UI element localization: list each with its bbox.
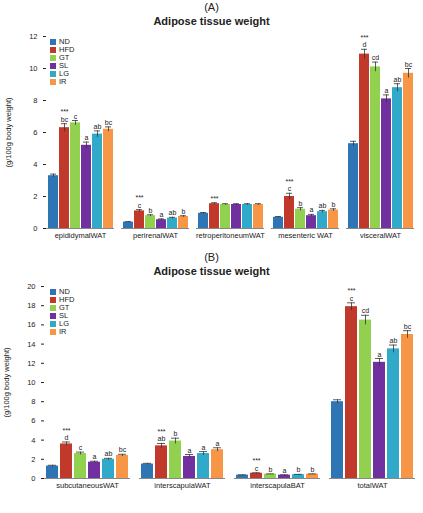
html-text:(B): (B) bbox=[204, 251, 219, 263]
html-text:HFD: HFD bbox=[59, 45, 75, 54]
svg-text:(g/100g body weight): (g/100g body weight) bbox=[2, 347, 11, 418]
svg-text:c: c bbox=[79, 444, 83, 451]
svg-text:retroperitoneumWAT: retroperitoneumWAT bbox=[196, 231, 265, 240]
html-text:(A): (A) bbox=[204, 1, 219, 13]
html-text:Adipose tissue weight: Adipose tissue weight bbox=[153, 15, 270, 27]
svg-text:***c: ***c bbox=[252, 457, 260, 471]
svg-text:a: a bbox=[202, 444, 206, 451]
svg-text:interscapulaBAT: interscapulaBAT bbox=[250, 481, 305, 490]
html-text:GT: GT bbox=[59, 303, 70, 312]
svg-text:bc: bc bbox=[405, 61, 413, 68]
svg-text:ab: ab bbox=[94, 123, 102, 130]
svg-text:bc: bc bbox=[105, 119, 113, 126]
svg-text:epididymalWAT: epididymalWAT bbox=[55, 231, 107, 240]
svg-text:4: 4 bbox=[33, 160, 37, 169]
html-text:HFD: HFD bbox=[59, 295, 75, 304]
svg-text:6: 6 bbox=[33, 128, 37, 137]
svg-text:a: a bbox=[385, 87, 389, 94]
svg-text:(g/100g body weight): (g/100g body weight) bbox=[4, 97, 13, 168]
svg-text:2: 2 bbox=[31, 455, 35, 464]
svg-text:c: c bbox=[74, 113, 78, 120]
svg-text:ab: ab bbox=[319, 202, 327, 209]
svg-text:2: 2 bbox=[33, 192, 37, 201]
html-text:Adipose tissue weight: Adipose tissue weight bbox=[153, 265, 270, 277]
svg-text:cd: cd bbox=[362, 307, 370, 314]
svg-text:b: b bbox=[297, 466, 301, 473]
svg-text:b: b bbox=[182, 208, 186, 215]
svg-text:a: a bbox=[310, 206, 314, 213]
svg-text:8: 8 bbox=[33, 96, 37, 105]
svg-text:8: 8 bbox=[31, 397, 35, 406]
svg-text:10: 10 bbox=[29, 64, 37, 73]
svg-text:subcutaneousWAT: subcutaneousWAT bbox=[56, 481, 119, 490]
svg-text:0: 0 bbox=[33, 224, 37, 233]
svg-text:6: 6 bbox=[31, 416, 35, 425]
svg-text:***d: ***d bbox=[62, 427, 70, 441]
svg-text:12: 12 bbox=[29, 32, 37, 41]
svg-text:totalWAT: totalWAT bbox=[357, 481, 387, 490]
svg-text:***ab: ***ab bbox=[157, 428, 165, 442]
svg-text:bc: bc bbox=[119, 446, 127, 453]
svg-text:***c: ***c bbox=[285, 178, 293, 192]
svg-text:ab: ab bbox=[390, 337, 398, 344]
svg-text:12: 12 bbox=[27, 359, 35, 368]
svg-text:visceralWAT: visceralWAT bbox=[360, 231, 402, 240]
svg-text:***bc: ***bc bbox=[60, 108, 68, 122]
html-text:ND: ND bbox=[59, 287, 70, 296]
svg-text:a: a bbox=[378, 351, 382, 358]
svg-text:20: 20 bbox=[27, 282, 35, 291]
svg-text:a: a bbox=[216, 440, 220, 447]
html-text:GT: GT bbox=[59, 53, 70, 62]
svg-text:b: b bbox=[174, 430, 178, 437]
svg-text:***c: ***c bbox=[347, 287, 355, 301]
svg-text:ab: ab bbox=[169, 209, 177, 216]
svg-text:interscapulaWAT: interscapulaWAT bbox=[154, 481, 211, 490]
html-text:ND: ND bbox=[59, 37, 70, 46]
html-text:LG: LG bbox=[59, 69, 69, 78]
svg-text:a: a bbox=[283, 467, 287, 474]
svg-text:a: a bbox=[85, 134, 89, 141]
svg-text:mesenteric WAT: mesenteric WAT bbox=[278, 231, 333, 240]
svg-text:perirenalWAT: perirenalWAT bbox=[133, 231, 178, 240]
svg-text:***d: ***d bbox=[360, 34, 368, 48]
svg-text:b: b bbox=[269, 466, 273, 473]
html-text:IR: IR bbox=[59, 327, 67, 336]
svg-text:b: b bbox=[332, 201, 336, 208]
svg-text:ab: ab bbox=[394, 76, 402, 83]
svg-text:a: a bbox=[93, 453, 97, 460]
svg-text:***c: ***c bbox=[135, 194, 143, 208]
svg-text:***: *** bbox=[210, 195, 218, 202]
html-text:IR: IR bbox=[59, 77, 67, 86]
svg-text:cd: cd bbox=[372, 54, 380, 61]
svg-text:10: 10 bbox=[27, 378, 35, 387]
svg-text:b: b bbox=[299, 200, 303, 207]
svg-text:b: b bbox=[311, 466, 315, 473]
svg-text:4: 4 bbox=[31, 436, 35, 445]
html-text:SL: SL bbox=[59, 61, 69, 70]
svg-text:bc: bc bbox=[404, 323, 412, 330]
svg-text:ab: ab bbox=[105, 450, 113, 457]
svg-text:a: a bbox=[188, 447, 192, 454]
html-text:SL: SL bbox=[59, 311, 69, 320]
svg-text:14: 14 bbox=[27, 340, 35, 349]
svg-text:0: 0 bbox=[31, 474, 35, 483]
svg-text:18: 18 bbox=[27, 301, 35, 310]
svg-text:a: a bbox=[160, 211, 164, 218]
svg-text:16: 16 bbox=[27, 320, 35, 329]
svg-text:b: b bbox=[149, 207, 153, 214]
html-text:LG: LG bbox=[59, 319, 69, 328]
